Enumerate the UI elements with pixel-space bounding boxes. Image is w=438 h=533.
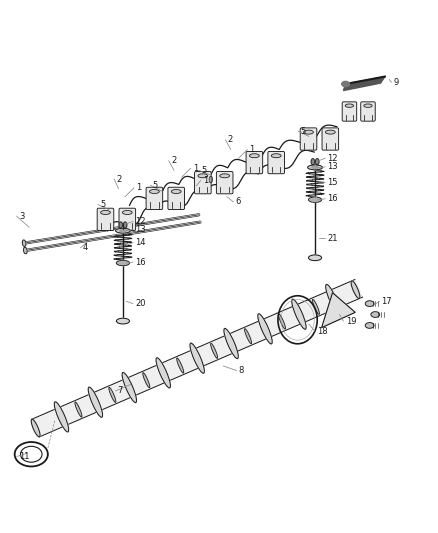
Text: 18: 18 xyxy=(317,327,328,336)
Ellipse shape xyxy=(198,174,208,178)
FancyBboxPatch shape xyxy=(268,151,285,174)
Text: 3: 3 xyxy=(19,212,25,221)
Ellipse shape xyxy=(149,190,159,193)
Text: 1: 1 xyxy=(193,164,198,173)
Text: 9: 9 xyxy=(394,78,399,87)
Ellipse shape xyxy=(211,343,218,358)
Ellipse shape xyxy=(120,230,126,232)
FancyBboxPatch shape xyxy=(300,128,317,150)
Ellipse shape xyxy=(156,358,170,388)
Text: 5: 5 xyxy=(201,166,207,175)
Ellipse shape xyxy=(304,130,314,134)
Text: 2: 2 xyxy=(171,156,176,165)
Ellipse shape xyxy=(116,228,131,233)
FancyBboxPatch shape xyxy=(342,102,357,121)
FancyBboxPatch shape xyxy=(119,208,136,230)
Ellipse shape xyxy=(220,174,230,178)
Ellipse shape xyxy=(190,343,205,373)
Ellipse shape xyxy=(119,262,127,264)
Ellipse shape xyxy=(326,285,340,314)
Ellipse shape xyxy=(117,318,130,324)
Text: 17: 17 xyxy=(381,297,392,306)
Ellipse shape xyxy=(371,312,380,317)
Text: 20: 20 xyxy=(135,299,146,308)
Ellipse shape xyxy=(31,419,40,437)
Ellipse shape xyxy=(365,301,374,306)
Ellipse shape xyxy=(24,247,27,254)
FancyBboxPatch shape xyxy=(97,208,114,230)
FancyBboxPatch shape xyxy=(194,172,211,194)
Text: 16: 16 xyxy=(135,257,146,266)
Text: 1: 1 xyxy=(136,183,141,192)
Ellipse shape xyxy=(250,154,259,158)
Ellipse shape xyxy=(312,166,318,168)
Ellipse shape xyxy=(325,130,335,134)
Text: 5: 5 xyxy=(300,127,305,136)
Text: 15: 15 xyxy=(327,177,338,187)
Text: 10: 10 xyxy=(203,176,213,185)
Text: 6: 6 xyxy=(236,197,241,206)
Ellipse shape xyxy=(75,402,82,417)
Text: 14: 14 xyxy=(135,238,146,247)
Polygon shape xyxy=(321,293,355,328)
Ellipse shape xyxy=(224,328,238,359)
Text: 2: 2 xyxy=(117,175,122,184)
Ellipse shape xyxy=(117,261,130,265)
Text: 13: 13 xyxy=(327,163,338,172)
FancyBboxPatch shape xyxy=(216,172,233,194)
Polygon shape xyxy=(343,77,385,91)
Text: 11: 11 xyxy=(19,452,29,461)
Ellipse shape xyxy=(143,373,150,387)
Ellipse shape xyxy=(342,82,350,87)
FancyBboxPatch shape xyxy=(322,128,339,150)
Ellipse shape xyxy=(258,314,272,344)
Text: 19: 19 xyxy=(346,317,356,326)
Ellipse shape xyxy=(88,387,102,417)
Ellipse shape xyxy=(311,159,314,165)
Ellipse shape xyxy=(345,104,353,107)
Ellipse shape xyxy=(171,190,181,193)
Text: 16: 16 xyxy=(327,195,338,203)
Text: 8: 8 xyxy=(239,366,244,375)
Text: 12: 12 xyxy=(327,154,338,163)
Ellipse shape xyxy=(365,322,374,328)
Ellipse shape xyxy=(308,197,321,203)
Text: 5: 5 xyxy=(100,200,106,209)
Polygon shape xyxy=(32,279,363,437)
Text: 13: 13 xyxy=(135,225,146,234)
Text: 7: 7 xyxy=(118,386,123,395)
Ellipse shape xyxy=(271,154,281,158)
FancyBboxPatch shape xyxy=(146,187,162,209)
Text: 21: 21 xyxy=(327,233,338,243)
Text: 12: 12 xyxy=(135,217,146,226)
Text: 5: 5 xyxy=(152,181,158,190)
Ellipse shape xyxy=(315,159,319,165)
Ellipse shape xyxy=(292,299,306,329)
Text: 4: 4 xyxy=(83,243,88,252)
Ellipse shape xyxy=(312,300,319,314)
Ellipse shape xyxy=(119,222,123,228)
Ellipse shape xyxy=(101,211,110,214)
Ellipse shape xyxy=(123,211,132,214)
Ellipse shape xyxy=(124,222,127,228)
FancyBboxPatch shape xyxy=(168,187,184,209)
Ellipse shape xyxy=(177,358,184,373)
FancyBboxPatch shape xyxy=(246,151,263,174)
Ellipse shape xyxy=(244,329,251,344)
Ellipse shape xyxy=(308,255,321,261)
Text: 2: 2 xyxy=(228,135,233,144)
Ellipse shape xyxy=(22,240,26,246)
Ellipse shape xyxy=(279,314,286,329)
Ellipse shape xyxy=(122,373,137,402)
Ellipse shape xyxy=(364,104,372,107)
Ellipse shape xyxy=(351,281,360,298)
Text: 1: 1 xyxy=(250,145,255,154)
FancyBboxPatch shape xyxy=(361,102,375,121)
Ellipse shape xyxy=(307,165,322,170)
Ellipse shape xyxy=(109,387,116,402)
Ellipse shape xyxy=(311,198,319,201)
Ellipse shape xyxy=(54,402,69,432)
